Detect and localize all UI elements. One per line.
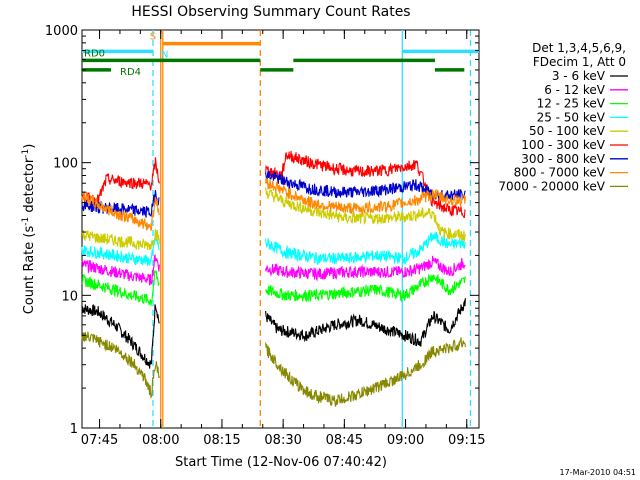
plot-frame	[81, 29, 480, 429]
series-line-0-seg-0	[81, 304, 160, 369]
y-axis-label: Count Rate (s-1 detector-1)	[21, 144, 37, 315]
legend-entry-3: 25 - 50 keV	[537, 110, 606, 124]
y-tick-label-0: 1	[70, 422, 78, 437]
series-line-4-seg-1	[265, 187, 466, 242]
flag-label-1: N	[161, 49, 168, 60]
x-tick-label-1: 08:00	[142, 433, 179, 448]
series-line-7-seg-0	[81, 191, 160, 231]
y-tick-label-2: 100	[53, 157, 78, 172]
x-tick-label-5: 09:00	[387, 433, 424, 448]
footer-timestamp: 17-Mar-2010 04:51	[560, 468, 637, 477]
series-line-7-seg-1	[265, 177, 466, 215]
series-line-4-seg-0	[81, 228, 160, 251]
time-markers	[152, 30, 472, 428]
x-tick-label-6: 09:15	[448, 433, 485, 448]
y-tick-label-1: 10	[61, 289, 78, 304]
legend-entry-1: 6 - 12 keV	[544, 83, 606, 97]
legend-entry-0: 3 - 6 keV	[552, 69, 606, 83]
flag-label-0: S	[150, 32, 156, 43]
series-line-6-seg-0	[81, 190, 160, 218]
series-line-5-seg-1	[265, 150, 466, 218]
x-axis: 07:45 08:00 08:15 08:30 08:45 09:00 09:15	[81, 30, 485, 448]
x-tick-label-3: 08:30	[264, 433, 301, 448]
series-line-5-seg-0	[81, 157, 160, 207]
series-line-2-seg-0	[81, 270, 160, 306]
series-line-8-seg-0	[81, 331, 160, 400]
x-tick-label-2: 08:15	[203, 433, 240, 448]
series-line-1-seg-0	[81, 253, 160, 286]
series-line-1-seg-1	[265, 255, 466, 282]
y-tick-label-3: 1000	[45, 24, 78, 39]
legend-entry-8: 7000 - 20000 keV	[498, 179, 605, 193]
legend: Det 1,3,4,5,6,9, FDecim 1, Att 0 3 - 6 k…	[498, 41, 628, 193]
series-line-8-seg-1	[265, 337, 466, 407]
legend-header-line-2: FDecim 1, Att 0	[533, 55, 626, 69]
series-line-3-seg-1	[265, 232, 466, 266]
legend-entry-4: 50 - 100 keV	[529, 124, 606, 138]
chart-title: HESSI Observing Summary Count Rates	[131, 4, 410, 20]
flag-label-5: RD4	[120, 67, 141, 78]
series-line-0-seg-1	[265, 298, 466, 347]
x-axis-label: Start Time (12-Nov-06 07:40:42)	[175, 455, 387, 470]
series-line-2-seg-1	[265, 273, 466, 303]
x-tick-label-0: 07:45	[81, 433, 118, 448]
legend-header-line-1: Det 1,3,4,5,6,9,	[532, 41, 626, 55]
legend-entry-7: 800 - 7000 keV	[514, 166, 606, 180]
legend-entry-6: 300 - 800 keV	[521, 152, 605, 166]
x-tick-label-4: 08:45	[326, 433, 363, 448]
flag-label-3: RD0	[84, 48, 105, 59]
series-line-3-seg-0	[81, 230, 160, 267]
y-axis: 1 10 100 1000	[45, 24, 479, 437]
legend-entry-5: 100 - 300 keV	[521, 138, 605, 152]
flag-bars: SN RD0 RD4	[82, 32, 479, 78]
series-layer	[81, 150, 466, 407]
legend-entry-2: 12 - 25 keV	[537, 97, 606, 111]
